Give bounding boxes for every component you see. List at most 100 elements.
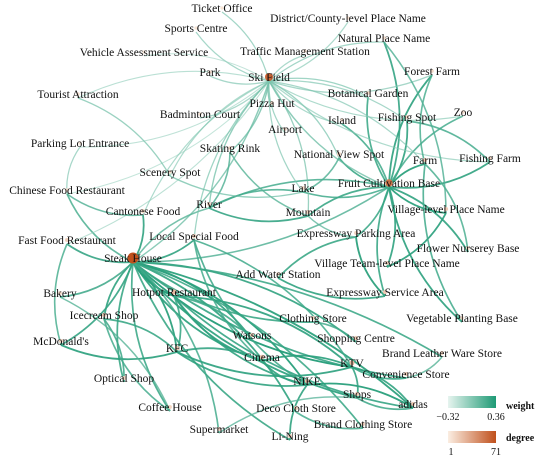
- node-label-kfc: KFC: [166, 343, 189, 355]
- edge-steak-house-fruit-cultivation-base: [132, 186, 390, 263]
- edge-tourist-attraction-scenery-spot: [77, 97, 171, 177]
- edge-fruit-cultivation-base-vegetable-planting-base: [388, 186, 463, 323]
- node-kfc: [174, 345, 180, 351]
- node-label-village-team-level-place-name: Village Team-level Place Name: [314, 258, 460, 270]
- node-mountain: [305, 209, 311, 215]
- edge-steak-house-supermarket: [132, 261, 220, 434]
- node-clothing-store: [310, 315, 316, 321]
- node-lake: [301, 186, 305, 190]
- weight-legend: −0.32 0.36 weight: [436, 396, 535, 423]
- node-brand-leather-ware-store: [440, 351, 444, 355]
- node-label-ski-field: Ski Field: [248, 72, 290, 84]
- edge-fruit-cultivation-base-natural-place-name: [383, 41, 401, 188]
- edge-steak-house-coffee-house: [130, 261, 171, 412]
- node-national-view-spot: [337, 152, 341, 156]
- node-parking-lot-entrance: [78, 141, 82, 145]
- node-vehicle-assessment-service: [142, 50, 146, 54]
- edge-hotpot-restaurant-ktv: [173, 295, 353, 368]
- node-fishing-farm: [488, 156, 492, 160]
- node-flower-nursery-base: [466, 246, 470, 250]
- node-cinema: [259, 354, 265, 360]
- node-label-expressway-parking-area: Expressway Parking Area: [297, 228, 416, 240]
- edge-ski-field-farm: [268, 80, 426, 165]
- node-scenery-spot: [168, 170, 172, 174]
- labels-layer: Ticket Office Sports Centre District/Count…: [9, 3, 521, 443]
- node-nike: [304, 378, 310, 384]
- weight-max-label: 0.36: [487, 412, 505, 423]
- node-add-water-station: [276, 272, 280, 276]
- weight-legend-title: weight: [506, 401, 535, 412]
- node-label-traffic-management-station: Traffic Management Station: [240, 46, 370, 58]
- node-fishing-spot: [405, 115, 409, 119]
- node-label-island: Island: [328, 115, 356, 127]
- node-label-hotpot-restaurant: Hotpot Restaurant: [132, 287, 217, 299]
- node-mcdonalds: [58, 338, 64, 344]
- node-convenience-store: [403, 371, 409, 377]
- node-label-optical-shop: Optical Shop: [94, 373, 155, 385]
- node-park: [208, 70, 212, 74]
- node-label-airport: Airport: [268, 124, 303, 136]
- edge-expressway-parking-area-expressway-service-area: [355, 236, 386, 297]
- node-adidas: [410, 401, 416, 407]
- edge-national-view-spot-lake: [302, 157, 340, 193]
- edge-mountain-expressway-parking-area: [307, 215, 357, 238]
- edge-ski-field-national-view-spot: [268, 80, 340, 159]
- node-label-ktv: KTV: [340, 358, 364, 370]
- node-label-natural-place-name: Natural Place Name: [338, 33, 431, 45]
- node-vegetable-planting-base: [460, 316, 464, 320]
- edges-layer: [53, 11, 491, 441]
- node-ticket-office: [220, 6, 224, 10]
- edge-natural-place-name-village-level-place-name: [383, 41, 447, 214]
- edge-brand-leather-ware-store-convenience-store: [405, 356, 443, 379]
- edge-steak-house-chinese-food-restaurant: [66, 193, 134, 263]
- node-label-brand-clothing-store: Brand Clothing Store: [314, 419, 412, 431]
- node-label-national-view-spot: National View Spot: [294, 149, 385, 161]
- node-expressway-service-area: [382, 289, 388, 295]
- edge-skating-rink-mountain: [229, 151, 309, 217]
- node-village-team-level-place-name: [384, 260, 390, 266]
- degree-legend: 1 71 degree: [448, 431, 535, 458]
- edge-steak-house-adidas: [132, 261, 414, 409]
- node-label-vegetable-planting-base: Vegetable Planting Base: [406, 313, 518, 325]
- node-zoo: [461, 110, 465, 114]
- edge-fruit-cultivation-base-island: [341, 123, 390, 188]
- edge-river-mountain: [208, 207, 309, 223]
- node-fast-food-restaurant: [64, 237, 70, 243]
- node-label-steak-house: Steak House: [104, 253, 162, 265]
- edge-steak-house-brand-clothing-store: [132, 261, 364, 429]
- edge-ski-field-lake: [268, 80, 304, 193]
- edge-local-special-food-nike: [193, 239, 308, 386]
- weight-min-label: −0.32: [436, 412, 459, 423]
- degree-colorbar: [448, 431, 496, 443]
- edge-expressway-parking-area-add-water-station: [277, 236, 357, 279]
- edge-kfc-ktv: [176, 351, 353, 378]
- edge-kfc-icecream-shop: [103, 318, 178, 353]
- node-shops: [354, 391, 360, 397]
- edge-deco-cloth-store-brand-clothing-store: [295, 411, 364, 430]
- edge-fruit-cultivation-base-mountain: [307, 186, 390, 217]
- edge-shops-adidas: [356, 397, 414, 411]
- node-label-botanical-garden: Botanical Garden: [328, 88, 409, 100]
- node-label-forest-farm: Forest Farm: [404, 66, 460, 78]
- edge-bakery-coffee-house: [59, 296, 171, 412]
- node-label-mountain: Mountain: [286, 207, 331, 219]
- node-supermarket: [217, 427, 221, 431]
- node-label-park: Park: [199, 67, 220, 79]
- edge-steak-house-fast-food-restaurant: [66, 243, 134, 264]
- node-label-local-special-food: Local Special Food: [149, 231, 239, 243]
- node-airport: [283, 127, 287, 131]
- edge-nike-adidas: [306, 382, 414, 409]
- edge-ski-field-tourist-attraction: [77, 70, 270, 99]
- edge-kfc-cinema: [176, 347, 263, 362]
- edge-fruit-cultivation-base-ski-field: [268, 80, 390, 188]
- nodes-layer: [58, 6, 492, 439]
- edge-ski-field-fast-food-restaurant: [66, 80, 270, 245]
- node-label-bakery: Bakery: [43, 288, 76, 300]
- node-label-shops: Shops: [343, 389, 372, 401]
- edge-ski-field-natural-place-name: [268, 41, 385, 82]
- node-label-adidas: adidas: [398, 399, 428, 411]
- node-label-badminton-court: Badminton Court: [160, 109, 241, 121]
- node-forest-farm: [430, 69, 434, 73]
- edge-farm-flower-nursery-base: [424, 163, 469, 253]
